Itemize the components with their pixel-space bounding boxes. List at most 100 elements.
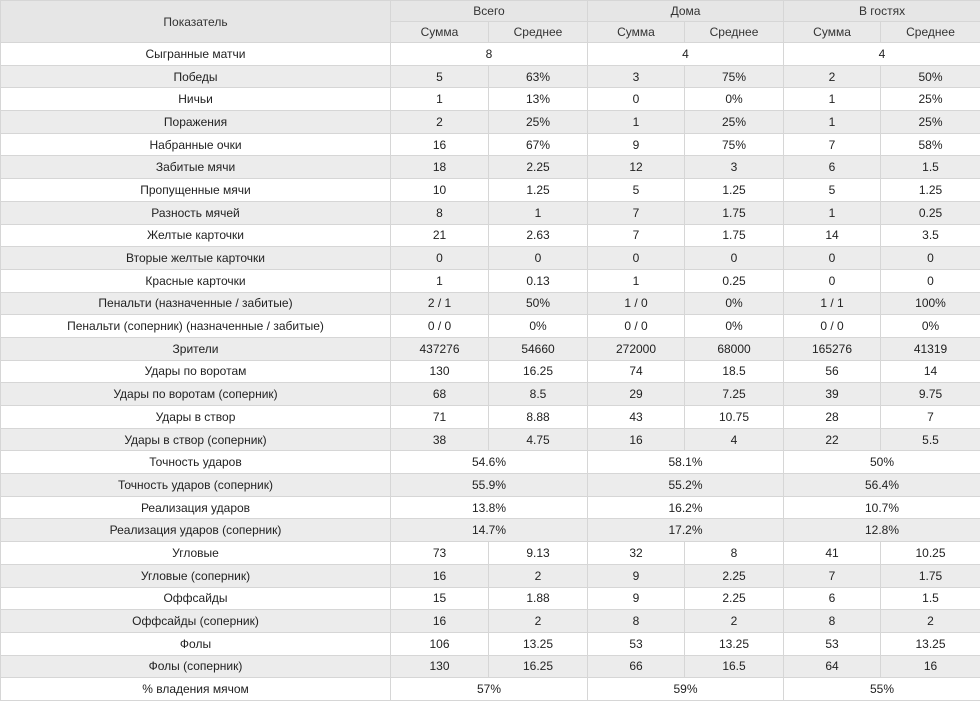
table-row: Вторые желтые карточки 0 0 0 0 0 0 (0, 246, 980, 270)
cell-home-sum: 0 / 0 (587, 314, 685, 338)
row-label: Забитые мячи (0, 155, 391, 180)
cell-home-sum: 5 (587, 178, 685, 202)
cell-away-avg: 16 (880, 654, 980, 679)
cell-home-sum: 66 (587, 654, 685, 679)
cell-total-avg: 50% (488, 291, 588, 316)
cell-home-avg: 0% (683, 291, 785, 316)
cell-away-sum: 1 (783, 87, 882, 112)
table-row: % владения мячом 57% 59% 55% (0, 677, 980, 701)
table-row: Реализация ударов (соперник) 14.7% 17.2% 12… (0, 518, 980, 543)
cell-home-sum: 1 (587, 110, 685, 134)
cell-home-sum: 29 (587, 382, 685, 406)
cell-away-sum: 39 (783, 382, 882, 406)
cell-away-avg: 5.5 (880, 427, 980, 452)
row-label: Пенальти (назначенные / забитые) (0, 291, 391, 316)
cell-total-sum: 16 (390, 609, 489, 633)
cell-home-avg: 2.25 (683, 586, 785, 611)
cell-total-avg: 25% (488, 110, 588, 134)
cell-total-value: 14.7% (390, 518, 588, 543)
cell-away-sum: 53 (783, 631, 882, 656)
table-row: Угловые 73 9.13 32 8 41 10.25 (0, 541, 980, 565)
row-label: Ничьи (0, 87, 391, 112)
table-row: Победы 5 63% 3 75% 2 50% (0, 64, 980, 89)
cell-away-sum: 28 (783, 405, 882, 429)
cell-away-avg: 41319 (880, 336, 980, 361)
cell-home-avg: 8 (683, 541, 785, 565)
cell-away-sum: 165276 (783, 336, 882, 361)
cell-away-sum: 64 (783, 654, 882, 679)
cell-away-sum: 1 (783, 110, 882, 134)
cell-home-sum: 74 (587, 359, 685, 384)
cell-home-sum: 7 (587, 200, 685, 225)
cell-away-avg: 25% (880, 87, 980, 112)
row-label: Удары в створ (0, 405, 391, 429)
cell-total-sum: 0 (390, 246, 489, 270)
cell-home-value: 55.2% (586, 473, 785, 497)
row-label: Угловые (0, 541, 391, 565)
indicator-header: Показатель (0, 0, 391, 43)
cell-total-avg: 2.63 (488, 223, 588, 248)
cell-home-sum: 12 (587, 155, 685, 180)
cell-home-avg: 1.75 (683, 223, 785, 248)
cell-home-avg: 4 (683, 427, 785, 452)
row-label: Удары в створ (соперник) (0, 427, 391, 452)
cell-home-avg: 0 (683, 246, 785, 270)
cell-away-sum: 6 (783, 155, 882, 180)
cell-away-avg: 14 (880, 359, 980, 384)
table-row: Удары в створ 71 8.88 43 10.75 28 7 (0, 405, 980, 429)
cell-away-avg: 0.25 (880, 200, 980, 225)
row-label: Разность мячей (0, 200, 391, 225)
cell-away-avg: 7 (880, 405, 980, 429)
sum-header-home: Сумма (587, 21, 685, 43)
table-row: Реализация ударов 13.8% 16.2% 10.7% (0, 495, 980, 520)
cell-total-avg: 4.75 (488, 427, 588, 452)
cell-away-sum: 6 (783, 586, 882, 611)
sum-header-away: Сумма (783, 21, 882, 43)
table-row: Поражения 2 25% 1 25% 1 25% (0, 110, 980, 134)
cell-away-sum: 22 (783, 427, 882, 452)
table-row: Точность ударов 54.6% 58.1% 50% (0, 450, 980, 475)
cell-total-avg: 67% (488, 132, 588, 157)
row-label: % владения мячом (0, 677, 391, 701)
cell-total-avg: 2.25 (488, 155, 588, 180)
cell-total-avg: 0.13 (488, 268, 588, 293)
cell-total-avg: 9.13 (488, 541, 588, 565)
row-label: Реализация ударов (0, 495, 391, 520)
avg-header-away: Среднее (880, 21, 980, 43)
cell-total-sum: 1 (390, 87, 489, 112)
cell-total-avg: 13.25 (488, 631, 588, 656)
cell-total-avg: 1.25 (488, 178, 588, 202)
row-label: Победы (0, 64, 391, 89)
cell-home-avg: 68000 (683, 336, 785, 361)
row-label: Пропущенные мячи (0, 178, 391, 202)
cell-away-sum: 56 (783, 359, 882, 384)
cell-total-value: 57% (390, 677, 588, 701)
row-label: Желтые карточки (0, 223, 391, 248)
cell-total-value: 8 (390, 42, 588, 66)
cell-home-value: 4 (586, 42, 785, 66)
cell-away-avg: 50% (880, 64, 980, 89)
cell-home-avg: 13.25 (683, 631, 785, 656)
group-header-home: Дома (586, 0, 785, 22)
row-label: Сыгранные матчи (0, 42, 391, 66)
row-label: Поражения (0, 110, 391, 134)
cell-home-sum: 272000 (587, 336, 685, 361)
sum-header-total: Сумма (390, 21, 489, 43)
row-label: Набранные очки (0, 132, 391, 157)
cell-total-sum: 10 (390, 178, 489, 202)
cell-away-value: 4 (783, 42, 980, 66)
cell-away-sum: 7 (783, 563, 882, 588)
cell-total-sum: 68 (390, 382, 489, 406)
table-row: Фолы (соперник) 130 16.25 66 16.5 64 16 (0, 654, 980, 679)
cell-total-sum: 5 (390, 64, 489, 89)
row-label: Оффсайды (0, 586, 391, 611)
cell-home-avg: 75% (683, 132, 785, 157)
row-label: Зрители (0, 336, 391, 361)
cell-home-sum: 0 (587, 87, 685, 112)
table-row: Фолы 106 13.25 53 13.25 53 13.25 (0, 631, 980, 656)
cell-total-value: 55.9% (390, 473, 588, 497)
cell-total-avg: 8.5 (488, 382, 588, 406)
cell-away-sum: 2 (783, 64, 882, 89)
row-label: Удары по воротам (соперник) (0, 382, 391, 406)
